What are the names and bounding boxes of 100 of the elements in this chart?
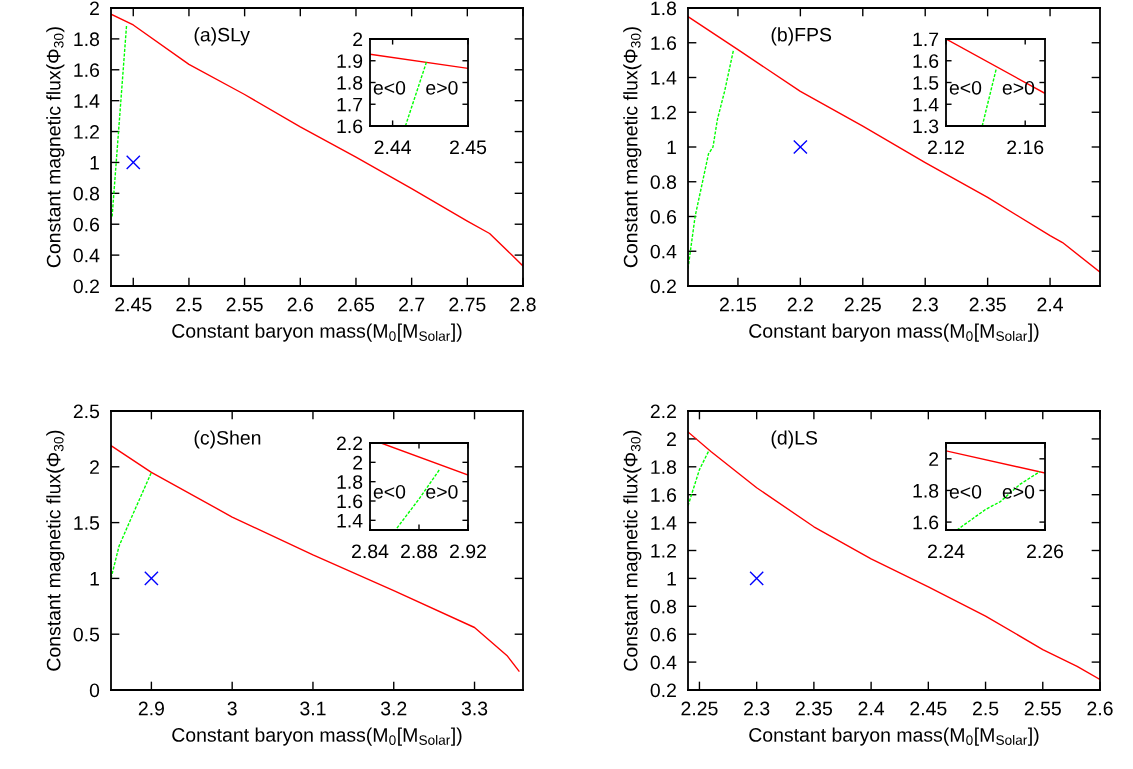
x-tick-label: 2.45 [115, 297, 152, 312]
y-tick-label: 1.6 [74, 63, 100, 78]
x-tick-label: 2.3 [744, 701, 770, 716]
line-series [111, 13, 523, 267]
y-tick-label: 0.4 [650, 244, 677, 259]
y-tick-label: 2 [667, 432, 676, 446]
line-series [688, 15, 1100, 273]
y-tick-label: 1.8 [651, 460, 677, 475]
y-axis-title: Constant magnetic flux(Φ$_{30}$) [46, 430, 65, 671]
x-tick-label: 2.26 [1027, 544, 1064, 559]
y-tick-label: 2.5 [73, 404, 100, 419]
x-axis-title: Constant baryon mass(M$_{0}$[M$_{Solar}$]) [172, 323, 462, 342]
annotation: e>0 [426, 484, 458, 499]
x-tick-label: 2.12 [928, 140, 964, 154]
annotation: e<0 [949, 484, 982, 499]
y-tick-label: 1.6 [651, 488, 677, 502]
x-tick-label: 3 [227, 701, 237, 716]
x-tick-label: 2.92 [450, 544, 486, 559]
x-tick-label: 2.9 [138, 701, 164, 716]
x-tick-label: 2.55 [226, 297, 263, 312]
x-tick-label: 2.84 [352, 544, 389, 559]
y-tick-label: 0.5 [73, 627, 100, 642]
y-tick-label: 1.2 [74, 125, 99, 139]
text: (b)FPS [771, 27, 832, 46]
y-tick-label: 1.7 [913, 32, 939, 47]
y-tick-label: 2 [353, 455, 363, 470]
annotation: e>0 [1002, 80, 1035, 95]
annotation: e<0 [949, 80, 982, 95]
y-tick-label: 0.8 [650, 175, 677, 189]
x-tick-label: 3.2 [380, 701, 407, 716]
annotation: e>0 [426, 80, 458, 95]
x-tick-label: 2.4 [858, 701, 885, 716]
y-tick-label: 2.2 [337, 436, 363, 451]
x-tick-label: 3.1 [300, 701, 326, 716]
y-tick-label: 0 [89, 683, 100, 698]
x-tick-label: 2.65 [338, 297, 375, 312]
x-tick-label: 2.45 [910, 701, 947, 716]
y-tick-label: 1.6 [651, 36, 677, 50]
y-tick-label: 1.8 [337, 475, 363, 489]
y-tick-label: 1.6 [913, 54, 939, 68]
x-axis-title: Constant baryon mass(M$_{0}$[M$_{Solar}$]) [749, 727, 1039, 746]
y-tick-label: 1.6 [337, 119, 363, 134]
y-tick-label: 1.8 [337, 75, 363, 90]
annotation: e<0 [373, 484, 406, 499]
y-tick-label: 1.8 [913, 483, 939, 498]
text: (d)LS [771, 430, 818, 449]
y-tick-label: 2.2 [650, 404, 676, 419]
annotation: e>0 [1002, 484, 1035, 499]
y-tick-label: 2 [90, 1, 99, 16]
x-tick-label: 2.5 [973, 701, 999, 716]
y-tick-label: 1.5 [913, 76, 939, 90]
y-tick-label: 1.5 [74, 516, 100, 530]
x-tick-label: 2.55 [1024, 701, 1061, 716]
x-tick-label: 2.6 [287, 297, 313, 312]
y-tick-label: 1.9 [337, 54, 363, 68]
x-tick-label: 2.8 [510, 297, 536, 312]
annotation: e<0 [373, 80, 406, 95]
x-tick-label: 2.16 [1007, 140, 1044, 155]
y-tick-label: 0.2 [73, 279, 99, 294]
y-tick-label: 0.6 [73, 217, 100, 232]
y-tick-label: 1.4 [337, 514, 363, 528]
y-tick-label: 0.6 [650, 209, 677, 224]
y-tick-label: 1 [667, 140, 676, 155]
x-tick-label: 2.3 [912, 297, 938, 312]
y-tick-label: 0.2 [650, 279, 676, 294]
y-tick-label: 2 [929, 452, 939, 466]
text: (c)Shen [194, 430, 261, 449]
line-series [688, 431, 1100, 681]
x-axis-title: Constant baryon mass(M$_{0}$[M$_{Solar}$]) [749, 323, 1039, 342]
x-tick-label: 2.24 [928, 544, 965, 558]
y-tick-label: 0.4 [73, 248, 100, 263]
x-tick-label: 2.88 [401, 544, 438, 559]
y-tick-label: 1.4 [913, 97, 939, 112]
x-tick-label: 2.44 [374, 140, 411, 154]
x-axis-title: Constant baryon mass(M$_{0}$[M$_{Solar}$]) [172, 727, 462, 746]
y-tick-label: 1.6 [337, 494, 363, 509]
x-tick-label: 2.15 [720, 297, 757, 312]
y-tick-label: 1.4 [651, 71, 677, 85]
y-tick-label: 0.2 [650, 683, 676, 698]
y-tick-label: 2 [353, 32, 363, 47]
y-tick-label: 1 [667, 572, 676, 586]
y-tick-label: 1.4 [651, 516, 677, 530]
x-tick-label: 2.6 [1087, 701, 1113, 716]
y-tick-label: 1.8 [74, 32, 100, 47]
y-tick-label: 1.4 [74, 94, 100, 108]
y-axis-title: Constant magnetic flux(Φ$_{30}$) [46, 27, 65, 268]
x-tick-label: 2.25 [681, 701, 718, 716]
y-tick-label: 1.8 [651, 1, 677, 16]
y-tick-label: 1.3 [913, 119, 939, 134]
x-tick-label: 2.25 [844, 297, 881, 312]
y-tick-label: 0.8 [73, 186, 100, 201]
x-tick-label: 2.7 [399, 297, 425, 312]
x-tick-label: 2.2 [787, 297, 813, 312]
y-axis-title: Constant magnetic flux(Φ$_{30}$) [623, 27, 642, 268]
y-tick-label: 0.6 [650, 627, 677, 642]
y-tick-label: 1.7 [337, 97, 363, 112]
y-tick-label: 1.2 [651, 105, 676, 120]
y-tick-label: 1 [90, 156, 99, 170]
y-tick-label: 0.8 [650, 599, 677, 614]
x-tick-label: 2.35 [969, 297, 1006, 312]
